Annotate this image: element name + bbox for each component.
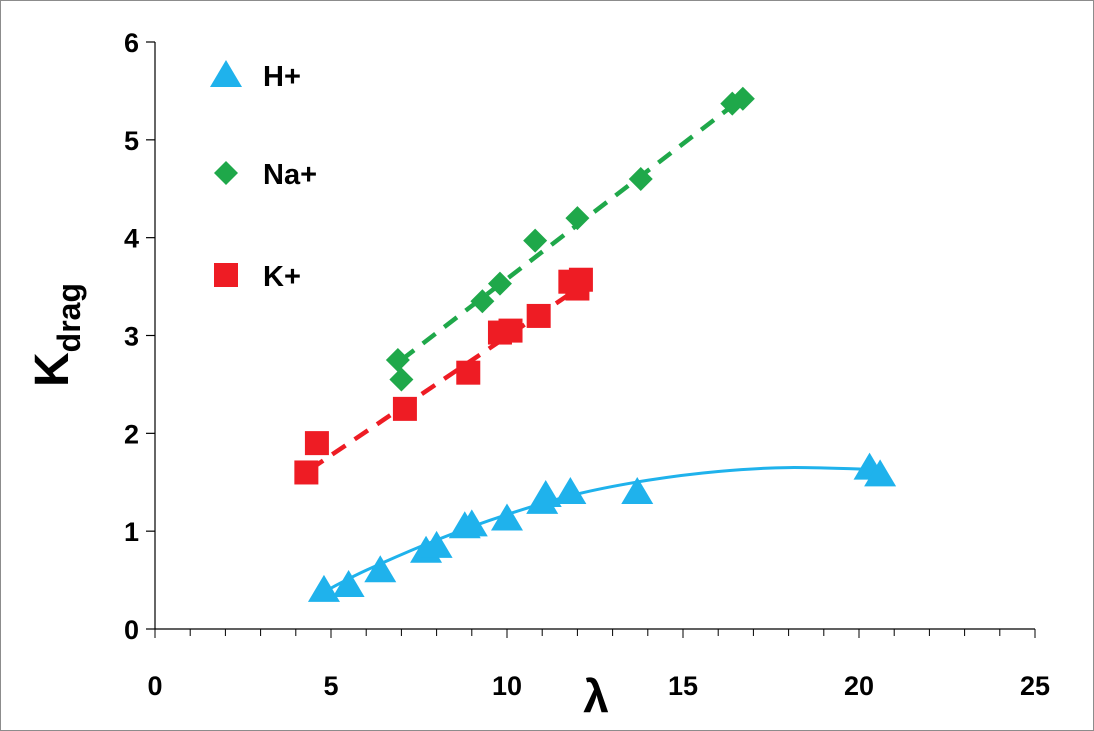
x-tick-label: 0 — [147, 671, 162, 701]
x-axis-label: λ — [583, 670, 609, 722]
axes — [154, 42, 1035, 630]
data-point-triangle — [455, 509, 488, 537]
data-point-square — [526, 303, 551, 328]
y-tick-label: 3 — [124, 322, 139, 352]
data-point-triangle — [491, 503, 523, 531]
legend-marker-diamond — [214, 161, 238, 185]
data-point-square — [456, 360, 481, 385]
fit-lines — [308, 95, 877, 594]
y-tick-label: 5 — [124, 126, 139, 156]
legend-marker-square — [214, 263, 238, 287]
legend-label: K+ — [263, 261, 301, 293]
data-point-diamond — [628, 166, 653, 191]
data-point-diamond — [385, 347, 410, 372]
data-point-triangle — [332, 569, 365, 597]
legend-label: H+ — [263, 61, 301, 93]
data-point-diamond — [565, 206, 590, 231]
y-axis-label-main: K — [26, 352, 79, 387]
fit-line-diamond — [400, 95, 745, 362]
legend-marker-triangle — [210, 60, 242, 87]
data-point-diamond — [730, 86, 755, 111]
y-tick-label: 4 — [124, 224, 139, 254]
x-tick-label: 10 — [492, 671, 522, 701]
data-point-square — [294, 460, 319, 485]
ticks: 0 1 2 3 4 5 6 0 5 10 15 20 25 — [124, 28, 1050, 701]
data-point-triangle — [621, 477, 654, 505]
legend-label: Na+ — [263, 159, 317, 191]
y-tick-label: 1 — [124, 517, 139, 547]
y-tick-label: 6 — [124, 28, 139, 58]
data-point-square — [392, 396, 417, 421]
data-point-triangle — [864, 459, 897, 487]
x-tick-label: 25 — [1020, 671, 1050, 701]
y-axis-label: Kdrag — [26, 283, 87, 387]
y-axis-label-sub: drag — [51, 283, 87, 352]
data-point-triangle — [420, 530, 453, 558]
y-tick-label: 0 — [124, 615, 139, 645]
x-tick-label: 20 — [844, 671, 874, 701]
x-tick-label: 15 — [668, 671, 698, 701]
data-point-triangle — [554, 477, 587, 505]
data-point-square — [568, 267, 593, 292]
legend: H+ Na+ K+ — [210, 60, 317, 293]
data-point-square — [304, 431, 329, 456]
data-point-triangle — [364, 555, 397, 583]
x-tick-label: 5 — [323, 671, 338, 701]
data-points — [294, 86, 897, 602]
data-point-diamond — [487, 271, 512, 296]
data-point-square — [498, 318, 523, 343]
data-point-diamond — [389, 367, 414, 392]
data-point-diamond — [470, 289, 495, 314]
data-point-diamond — [523, 228, 548, 253]
y-tick-label: 2 — [124, 419, 139, 449]
data-point-triangle — [529, 479, 562, 507]
fit-line-triangle — [323, 466, 877, 594]
data-point-triangle — [307, 574, 340, 602]
